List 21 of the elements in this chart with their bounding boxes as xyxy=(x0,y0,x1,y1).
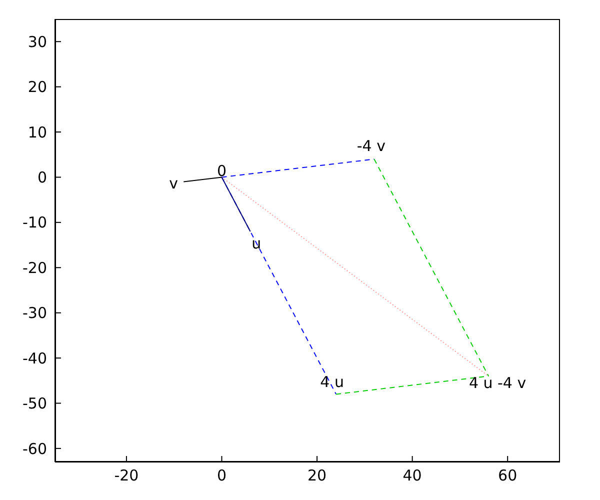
annotation: 4 u xyxy=(320,373,344,392)
y-tick-label: -50 xyxy=(22,394,47,413)
x-tick-label: 20 xyxy=(307,466,327,485)
annotation: 4 u -4 v xyxy=(468,374,526,392)
y-tick-label: 30 xyxy=(28,32,47,51)
y-tick-label: -20 xyxy=(22,258,47,277)
annotation: v xyxy=(169,174,178,193)
x-tick-label: -20 xyxy=(114,466,139,485)
y-tick-label: 0 xyxy=(37,168,47,187)
y-tick-label: 10 xyxy=(28,123,47,142)
x-tick-label: 40 xyxy=(402,466,422,485)
x-tick-label: 60 xyxy=(498,466,518,485)
y-tick-label: -10 xyxy=(22,214,47,232)
annotation: -4 v xyxy=(356,137,386,156)
annotation: u xyxy=(252,234,262,252)
annotation: 0 xyxy=(216,162,227,180)
x-tick-label: 0 xyxy=(216,466,227,485)
y-tick-label: -60 xyxy=(22,440,47,458)
y-tick-label: 20 xyxy=(28,78,47,96)
y-tick-label: -30 xyxy=(22,304,47,322)
y-tick-label: -40 xyxy=(22,349,47,368)
